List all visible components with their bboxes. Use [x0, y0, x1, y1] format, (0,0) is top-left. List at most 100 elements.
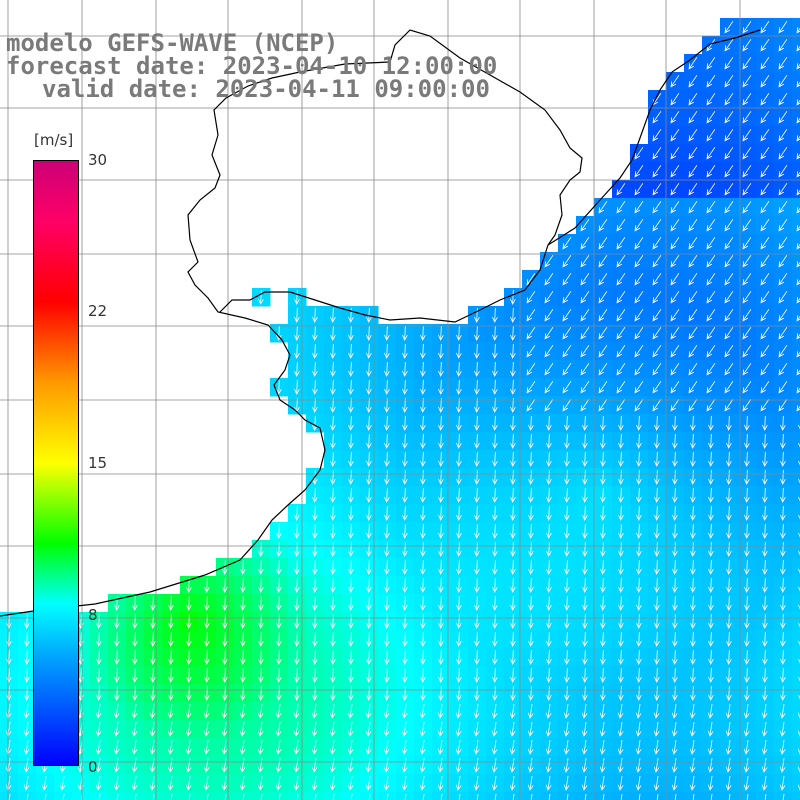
- wind-arrow: [780, 541, 786, 557]
- wind-arrow: [742, 326, 752, 340]
- wind-arrow: [149, 776, 156, 791]
- wind-arrow: [294, 361, 300, 377]
- wind-arrow: [134, 794, 137, 800]
- wind-arrow: [456, 325, 462, 341]
- wind-arrow: [798, 550, 800, 556]
- colorbar-tick-8: 8: [88, 606, 98, 624]
- wind-arrow: [293, 740, 300, 755]
- wind-arrow: [132, 685, 138, 701]
- field-cell: [468, 792, 487, 800]
- wind-arrow: [706, 200, 716, 214]
- wind-arrow: [491, 740, 498, 755]
- field-cell: [792, 522, 800, 541]
- field-cell: [162, 792, 181, 800]
- wind-arrow: [311, 776, 318, 791]
- wind-arrow: [492, 541, 498, 557]
- wind-arrow: [796, 333, 800, 340]
- wind-arrow: [402, 379, 408, 395]
- wind-arrow: [312, 505, 318, 521]
- wind-arrow: [724, 128, 734, 142]
- wind-arrow: [616, 290, 626, 304]
- wind-arrow: [78, 667, 84, 683]
- wind-arrow: [150, 685, 156, 701]
- wind-arrow: [222, 613, 228, 629]
- wind-arrow: [185, 776, 192, 791]
- wind-arrow: [762, 685, 768, 701]
- wind-arrow: [635, 758, 642, 773]
- wind-arrow: [294, 595, 300, 611]
- wind-arrow: [600, 505, 606, 521]
- wind-arrow: [652, 182, 662, 196]
- wind-arrow: [654, 613, 660, 629]
- wind-arrow: [762, 631, 768, 647]
- wind-arrow: [742, 182, 752, 196]
- wind-arrow: [617, 776, 624, 791]
- wind-arrow: [383, 776, 390, 791]
- wind-arrow: [402, 361, 408, 377]
- wind-arrow: [330, 559, 336, 575]
- wind-arrow: [509, 704, 516, 719]
- wind-arrow: [348, 595, 354, 611]
- wind-arrow: [798, 496, 800, 502]
- wind-arrow: [600, 487, 606, 503]
- wind-arrow: [348, 415, 354, 431]
- field-cell: [180, 792, 199, 800]
- wind-arrow: [708, 523, 714, 539]
- wind-arrow: [617, 740, 624, 755]
- wind-arrow: [348, 505, 354, 521]
- wind-arrow: [456, 649, 462, 665]
- wind-arrow: [726, 523, 732, 539]
- wind-arrow: [798, 622, 800, 628]
- wind-arrow: [778, 110, 788, 124]
- wind-arrow: [706, 146, 716, 160]
- wind-arrow: [492, 523, 498, 539]
- wind-arrow: [563, 704, 570, 719]
- wind-arrow: [294, 289, 300, 305]
- wind-arrow: [438, 685, 444, 701]
- wind-arrow: [401, 704, 408, 719]
- wind-arrow: [600, 667, 606, 683]
- wind-arrow: [706, 236, 716, 250]
- wind-arrow: [96, 631, 102, 647]
- wind-arrow: [582, 523, 588, 539]
- wind-arrow: [24, 613, 30, 629]
- wind-arrow: [618, 559, 624, 575]
- wind-arrow: [366, 469, 372, 485]
- wind-arrow: [796, 189, 800, 196]
- wind-arrow: [636, 667, 642, 683]
- wind-arrow: [294, 523, 300, 539]
- wind-arrow: [384, 649, 390, 665]
- wind-arrow: [384, 469, 390, 485]
- field-cell: [792, 126, 800, 145]
- wind-arrow: [635, 740, 642, 755]
- wind-arrow: [420, 559, 426, 575]
- wind-arrow: [635, 722, 642, 737]
- wind-arrow: [708, 613, 714, 629]
- wind-arrow: [528, 595, 534, 611]
- wind-arrow: [419, 722, 426, 737]
- wind-arrow: [724, 344, 734, 358]
- valid-date: valid date: 2023-04-11 09:00:00: [42, 75, 490, 103]
- wind-arrow: [602, 794, 605, 800]
- wind-arrow: [708, 451, 714, 467]
- wind-arrow: [402, 451, 408, 467]
- wind-arrow: [636, 577, 642, 593]
- wind-arrow: [670, 290, 680, 304]
- wind-arrow: [419, 704, 426, 719]
- wind-arrow: [690, 613, 696, 629]
- field-cell: [792, 378, 800, 397]
- wind-arrow: [383, 722, 390, 737]
- wind-arrow: [618, 649, 624, 665]
- wind-arrow: [760, 110, 770, 124]
- wind-arrow: [330, 325, 336, 341]
- wind-arrow: [634, 254, 644, 268]
- wind-arrow: [724, 200, 734, 214]
- wind-arrow: [348, 325, 354, 341]
- wind-arrow: [580, 290, 590, 304]
- wind-arrow: [546, 415, 552, 431]
- wind-arrow: [653, 704, 660, 719]
- wind-arrow: [438, 613, 444, 629]
- wind-arrow: [276, 541, 282, 557]
- wind-arrow: [706, 398, 716, 412]
- wind-arrow: [438, 451, 444, 467]
